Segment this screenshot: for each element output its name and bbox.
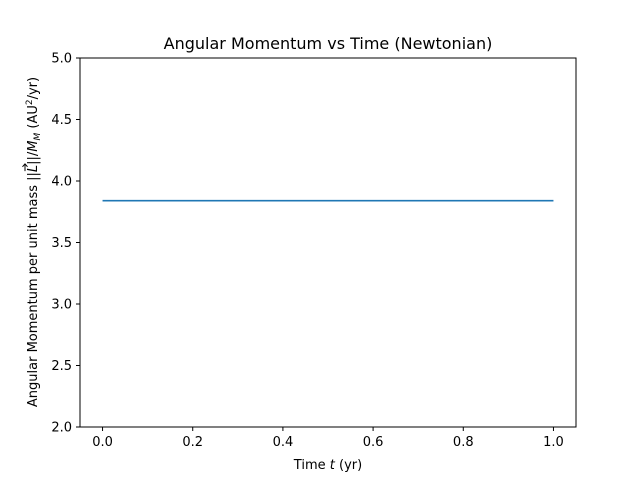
y-tick-label: 2.0 (51, 421, 72, 436)
x-tick-label: 0.6 (363, 435, 384, 450)
y-tick-label: 4.5 (51, 113, 72, 128)
vector-arrow-icon (22, 163, 28, 172)
y-tick-label: 5.0 (51, 52, 72, 67)
chart-title: Angular Momentum vs Time (Newtonian) (164, 34, 493, 53)
y-tick-label: 3.0 (51, 298, 72, 313)
x-tick-label: 1.0 (543, 435, 564, 450)
y-tick-label: 2.5 (51, 359, 72, 374)
plot-frame (79, 57, 577, 428)
x-axis-ticks: 0.0 0.2 0.4 0.6 0.8 1.0 (92, 427, 564, 450)
y-axis-label: Angular Momentum per unit mass ||L||/MM … (22, 77, 43, 407)
x-tick-label: 0.0 (92, 435, 113, 450)
y-tick-label: 4.0 (51, 175, 72, 190)
y-tick-label: 3.5 (51, 236, 72, 251)
plot-area (80, 58, 576, 427)
x-tick-label: 0.4 (273, 435, 294, 450)
x-axis-label: Time t (yr) (293, 458, 362, 473)
y-axis-ticks: 2.0 2.5 3.0 3.5 4.0 4.5 5.0 (51, 52, 80, 436)
x-tick-label: 0.2 (182, 435, 203, 450)
svg-text:Angular Momentum per unit mass: Angular Momentum per unit mass ||L||/MM … (25, 77, 43, 407)
x-tick-label: 0.8 (453, 435, 474, 450)
